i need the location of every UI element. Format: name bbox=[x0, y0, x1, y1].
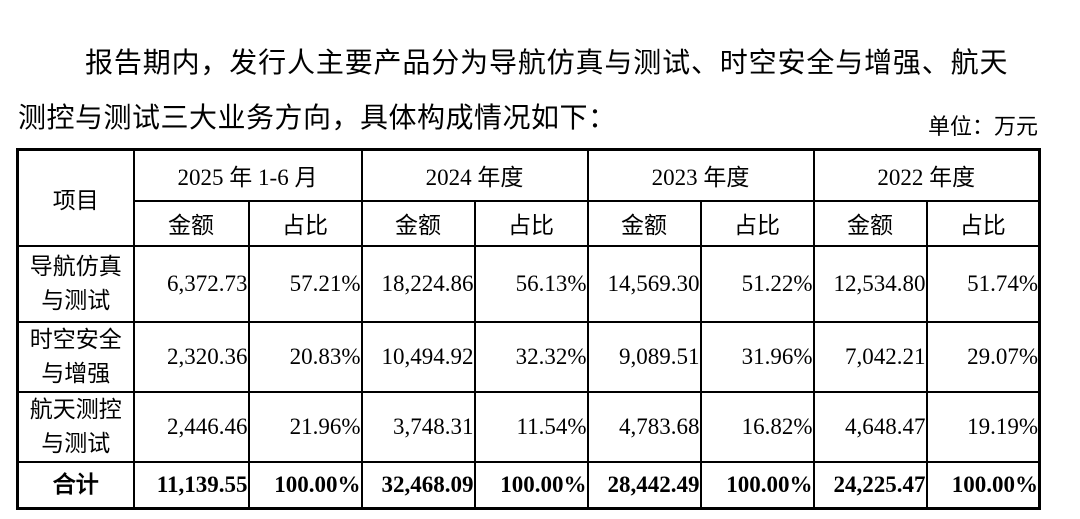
total-label: 合计 bbox=[16, 460, 135, 510]
amount-header: 金额 bbox=[132, 199, 250, 247]
period-header-2022: 2022 年度 bbox=[812, 148, 1041, 202]
ratio-header: 占比 bbox=[699, 199, 815, 247]
amount-cell: 7,042.21 bbox=[812, 320, 928, 393]
ratio-header: 占比 bbox=[925, 199, 1041, 247]
ratio-cell: 100.00% bbox=[473, 460, 589, 510]
table-row: 航天测控 与测试 2,446.46 21.96% 3,748.31 11.54%… bbox=[16, 390, 1041, 463]
ratio-cell: 51.22% bbox=[699, 244, 815, 323]
amount-cell: 4,648.47 bbox=[812, 390, 928, 463]
ratio-cell: 100.00% bbox=[247, 460, 363, 510]
row-label: 导航仿真 与测试 bbox=[16, 244, 135, 323]
amount-cell: 2,320.36 bbox=[132, 320, 250, 393]
amount-cell: 14,569.30 bbox=[586, 244, 702, 323]
amount-cell: 6,372.73 bbox=[132, 244, 250, 323]
ratio-cell: 16.82% bbox=[699, 390, 815, 463]
amount-cell: 18,224.86 bbox=[360, 244, 476, 323]
business-composition-table: 项目 2025 年 1-6 月 2024 年度 2023 年度 2022 年度 … bbox=[16, 148, 1042, 510]
ratio-header: 占比 bbox=[473, 199, 589, 247]
amount-header: 金额 bbox=[360, 199, 476, 247]
ratio-cell: 11.54% bbox=[473, 390, 589, 463]
ratio-cell: 19.19% bbox=[925, 390, 1041, 463]
amount-cell: 32,468.09 bbox=[360, 460, 476, 510]
amount-cell: 28,442.49 bbox=[586, 460, 702, 510]
ratio-cell: 56.13% bbox=[473, 244, 589, 323]
amount-cell: 24,225.47 bbox=[812, 460, 928, 510]
intro-paragraph: 报告期内，发行人主要产品分为导航仿真与测试、时空安全与增强、航天测控与测试三大业… bbox=[18, 48, 1008, 134]
ratio-cell: 100.00% bbox=[699, 460, 815, 510]
row-label: 时空安全 与增强 bbox=[16, 320, 135, 393]
amount-cell: 10,494.92 bbox=[360, 320, 476, 393]
row-label: 航天测控 与测试 bbox=[16, 390, 135, 463]
period-header-2024: 2024 年度 bbox=[360, 148, 589, 202]
ratio-cell: 57.21% bbox=[247, 244, 363, 323]
ratio-cell: 32.32% bbox=[473, 320, 589, 393]
ratio-cell: 20.83% bbox=[247, 320, 363, 393]
amount-cell: 12,534.80 bbox=[812, 244, 928, 323]
header-row-periods: 项目 2025 年 1-6 月 2024 年度 2023 年度 2022 年度 bbox=[16, 148, 1041, 247]
amount-cell: 4,783.68 bbox=[586, 390, 702, 463]
amount-header: 金额 bbox=[812, 199, 928, 247]
ratio-cell: 21.96% bbox=[247, 390, 363, 463]
ratio-header: 占比 bbox=[247, 199, 363, 247]
ratio-cell: 100.00% bbox=[925, 460, 1041, 510]
item-column-header: 项目 bbox=[16, 148, 135, 247]
period-header-2025: 2025 年 1-6 月 bbox=[132, 148, 363, 202]
period-header-2023: 2023 年度 bbox=[586, 148, 815, 202]
ratio-cell: 51.74% bbox=[925, 244, 1041, 323]
total-row: 合计 11,139.55 100.00% 32,468.09 100.00% 2… bbox=[16, 460, 1041, 510]
unit-label: 单位：万元 bbox=[927, 114, 1038, 139]
header-row-subheaders: 金额 占比 金额 占比 金额 占比 金额 占比 bbox=[18, 199, 1041, 247]
table-row: 导航仿真 与测试 6,372.73 57.21% 18,224.86 56.13… bbox=[16, 244, 1041, 323]
ratio-cell: 29.07% bbox=[925, 320, 1041, 393]
amount-cell: 3,748.31 bbox=[360, 390, 476, 463]
ratio-cell: 31.96% bbox=[699, 320, 815, 393]
amount-cell: 9,089.51 bbox=[586, 320, 702, 393]
amount-cell: 11,139.55 bbox=[132, 460, 250, 510]
table-row: 时空安全 与增强 2,320.36 20.83% 10,494.92 32.32… bbox=[16, 320, 1041, 393]
amount-header: 金额 bbox=[586, 199, 702, 247]
amount-cell: 2,446.46 bbox=[132, 390, 250, 463]
